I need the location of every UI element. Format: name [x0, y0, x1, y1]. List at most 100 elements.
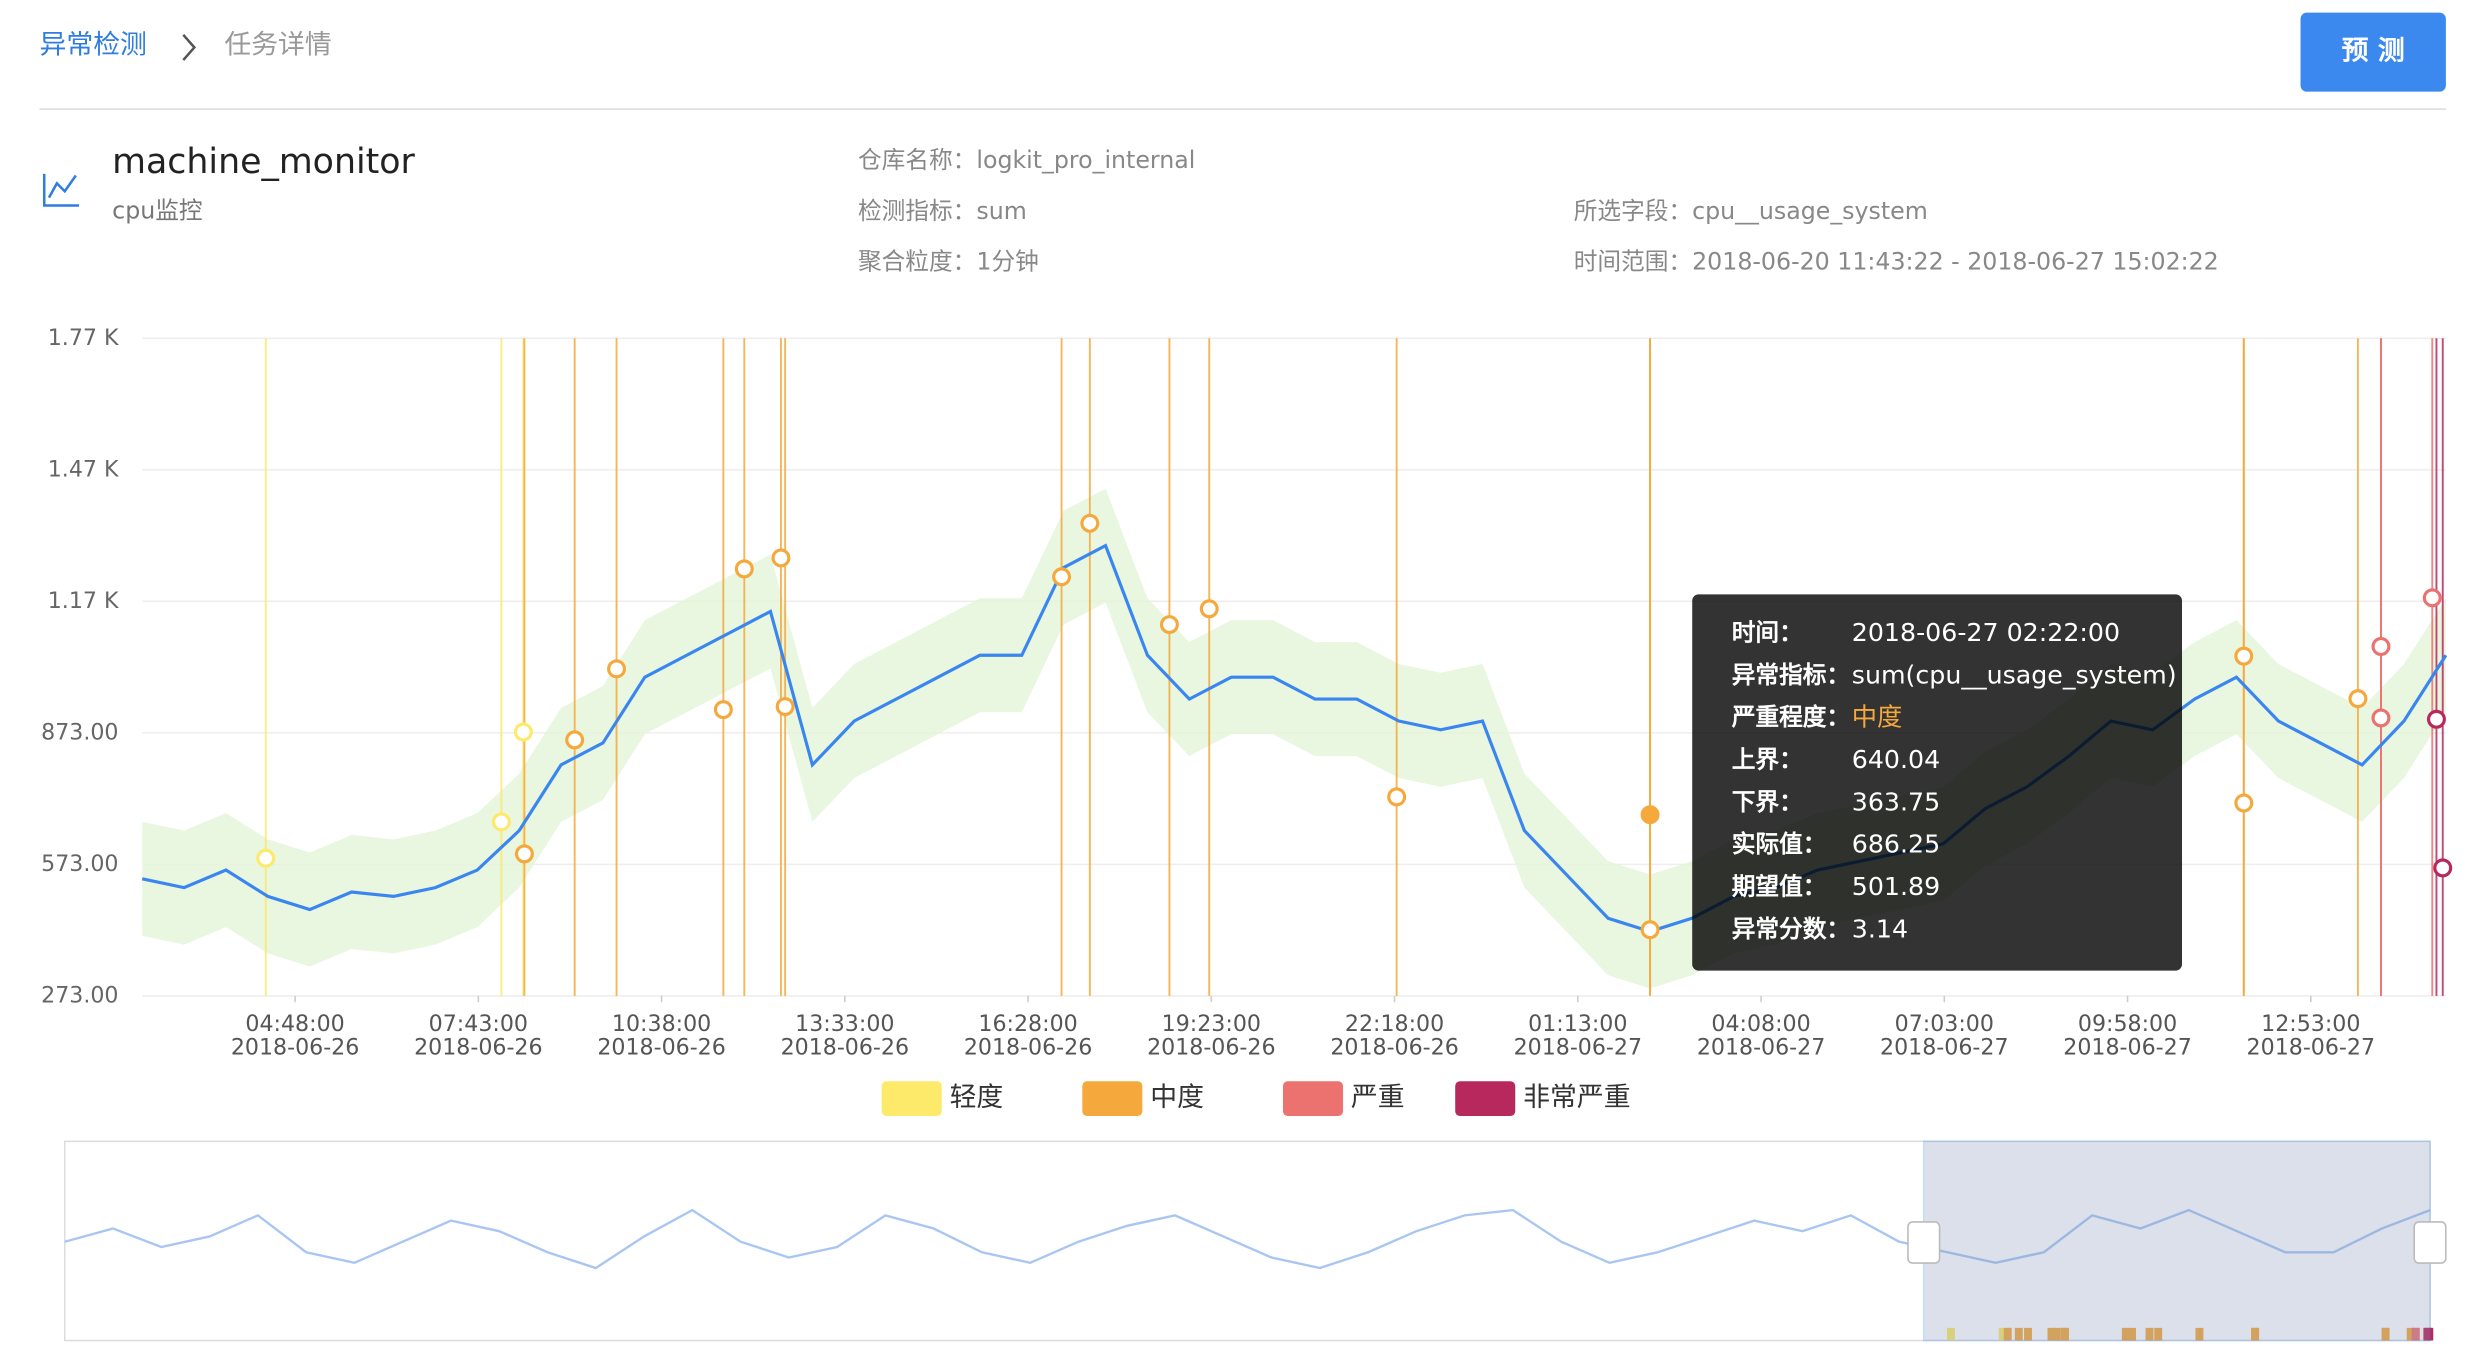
- anomaly-point: [1387, 787, 1407, 807]
- tooltip-label: 下界：: [1732, 788, 1803, 816]
- anomaly-point: [1080, 513, 1100, 533]
- anomaly-point: [514, 844, 534, 864]
- anomaly-point: [1640, 805, 1660, 825]
- anomaly-point: [565, 730, 585, 750]
- info-value: 1分钟: [976, 247, 1038, 275]
- predict-button[interactable]: [2300, 12, 2446, 92]
- info-label: 所选字段：: [1574, 196, 1692, 224]
- predict-button-label[interactable]: 预 测: [2342, 36, 2405, 67]
- y-tick-label: 1.17 K: [48, 588, 119, 614]
- y-tick-label: 1.77 K: [48, 325, 119, 351]
- info-label: 仓库名称：: [858, 146, 976, 174]
- legend-label: 非常严重: [1523, 1082, 1630, 1113]
- y-tick-label: 573.00: [41, 851, 118, 877]
- anomaly-point: [771, 548, 791, 568]
- x-tick-label: 12:53:00: [2261, 1011, 2360, 1037]
- navigator-anomaly: [2128, 1327, 2136, 1341]
- legend-swatch: [1082, 1081, 1143, 1117]
- breadcrumb-separator: [182, 33, 197, 61]
- anomaly-point: [1640, 920, 1660, 940]
- x-tick-label: 09:58:00: [2078, 1011, 2177, 1037]
- info-label: 聚合粒度：: [858, 247, 976, 275]
- x-tick-label: 2018-06-26: [414, 1035, 542, 1061]
- tooltip-label: 异常分数：: [1732, 915, 1850, 943]
- navigator-anomaly: [2061, 1327, 2069, 1341]
- x-tick-label: 07:43:00: [429, 1011, 528, 1037]
- tooltip-value: 2018-06-27 02:22:00: [1852, 618, 2120, 647]
- navigator-handle[interactable]: [1907, 1221, 1941, 1264]
- anomaly-point: [775, 697, 795, 717]
- tooltip-value: 中度: [1852, 703, 1903, 732]
- anomaly-point: [1052, 567, 1072, 587]
- tooltip-label: 异常指标：: [1732, 661, 1850, 689]
- task-title: machine_monitor: [112, 142, 415, 182]
- tooltip-label: 上界：: [1732, 745, 1803, 773]
- x-tick-label: 07:03:00: [1895, 1011, 1994, 1037]
- navigator-anomaly: [2024, 1327, 2032, 1341]
- anomaly-point: [1159, 615, 1179, 635]
- x-tick-label: 19:23:00: [1162, 1011, 1261, 1037]
- breadcrumb-current: 任务详情: [224, 29, 331, 60]
- tooltip-value: 501.89: [1852, 872, 1940, 901]
- anomaly-point: [513, 722, 533, 742]
- x-tick-label: 2018-06-27: [1697, 1035, 1825, 1061]
- navigator-anomaly: [1998, 1327, 2007, 1341]
- anomaly-point: [256, 848, 276, 868]
- info-field: 时间范围：2018-06-20 11:43:22 - 2018-06-27 15…: [1574, 247, 2219, 275]
- info-value: sum: [976, 196, 1026, 224]
- anomaly-point: [2422, 588, 2442, 608]
- anomaly-point: [2371, 637, 2391, 656]
- breadcrumb-link[interactable]: 异常检测: [40, 29, 147, 60]
- tooltip-value: 640.04: [1852, 745, 1940, 774]
- legend-swatch: [1455, 1081, 1516, 1117]
- navigator-anomaly: [2052, 1327, 2061, 1341]
- tooltip-value: 686.25: [1852, 830, 1940, 859]
- anomaly-point: [2371, 708, 2391, 728]
- anomaly-point: [2426, 709, 2446, 729]
- x-tick-label: 01:13:00: [1528, 1011, 1627, 1037]
- info-value: cpu__usage_system: [1692, 196, 1928, 224]
- tooltip-value: 363.75: [1852, 787, 1940, 816]
- y-tick-label: 1.47 K: [48, 456, 119, 482]
- navigator-anomaly: [2047, 1327, 2056, 1341]
- anomaly-point: [491, 812, 511, 832]
- x-tick-label: 2018-06-27: [2247, 1035, 2375, 1061]
- chart-icon: [42, 173, 80, 207]
- legend-swatch: [881, 1081, 942, 1117]
- info-value: 2018-06-20 11:43:22 - 2018-06-27 15:02:2…: [1692, 247, 2219, 275]
- tooltip-label: 严重程度：: [1732, 703, 1850, 731]
- tooltip-label: 实际值：: [1732, 830, 1827, 858]
- navigator-handle[interactable]: [2413, 1221, 2447, 1264]
- navigator-anomaly: [2145, 1327, 2154, 1341]
- navigator-anomaly: [2014, 1327, 2023, 1341]
- info-label: 检测指标：: [858, 196, 976, 224]
- navigator-anomaly: [2121, 1327, 2130, 1341]
- anomaly-point: [713, 700, 733, 720]
- info-field: 仓库名称：logkit_pro_internal: [858, 146, 1195, 174]
- tooltip-box: [1692, 594, 2183, 971]
- info-value: logkit_pro_internal: [976, 146, 1195, 174]
- tooltip-value: 3.14: [1852, 914, 1908, 943]
- navigator-anomaly: [2195, 1327, 2204, 1341]
- navigator-line: [64, 1208, 2431, 1270]
- x-tick-label: 2018-06-26: [1330, 1035, 1458, 1061]
- anomaly-point: [2234, 793, 2254, 813]
- navigator-anomaly: [2406, 1327, 2415, 1341]
- navigator-anomaly: [2411, 1327, 2420, 1341]
- tooltip-value: sum(cpu__usage_system): [1852, 660, 2177, 689]
- info-label: 时间范围：: [1574, 247, 1692, 275]
- anomaly-point: [2348, 689, 2368, 709]
- anomaly-point: [607, 659, 627, 679]
- x-tick-label: 22:18:00: [1345, 1011, 1444, 1037]
- x-tick-label: 16:28:00: [978, 1011, 1077, 1037]
- x-tick-label: 2018-06-26: [1147, 1035, 1275, 1061]
- x-tick-label: 2018-06-26: [781, 1035, 909, 1061]
- x-tick-label: 13:33:00: [795, 1011, 894, 1037]
- anomaly-point: [2234, 646, 2254, 666]
- anomaly-point: [2433, 858, 2453, 878]
- navigator-anomaly: [2425, 1327, 2434, 1341]
- info-field: 所选字段：cpu__usage_system: [1574, 196, 1928, 224]
- x-tick-label: 2018-06-27: [1880, 1035, 2008, 1061]
